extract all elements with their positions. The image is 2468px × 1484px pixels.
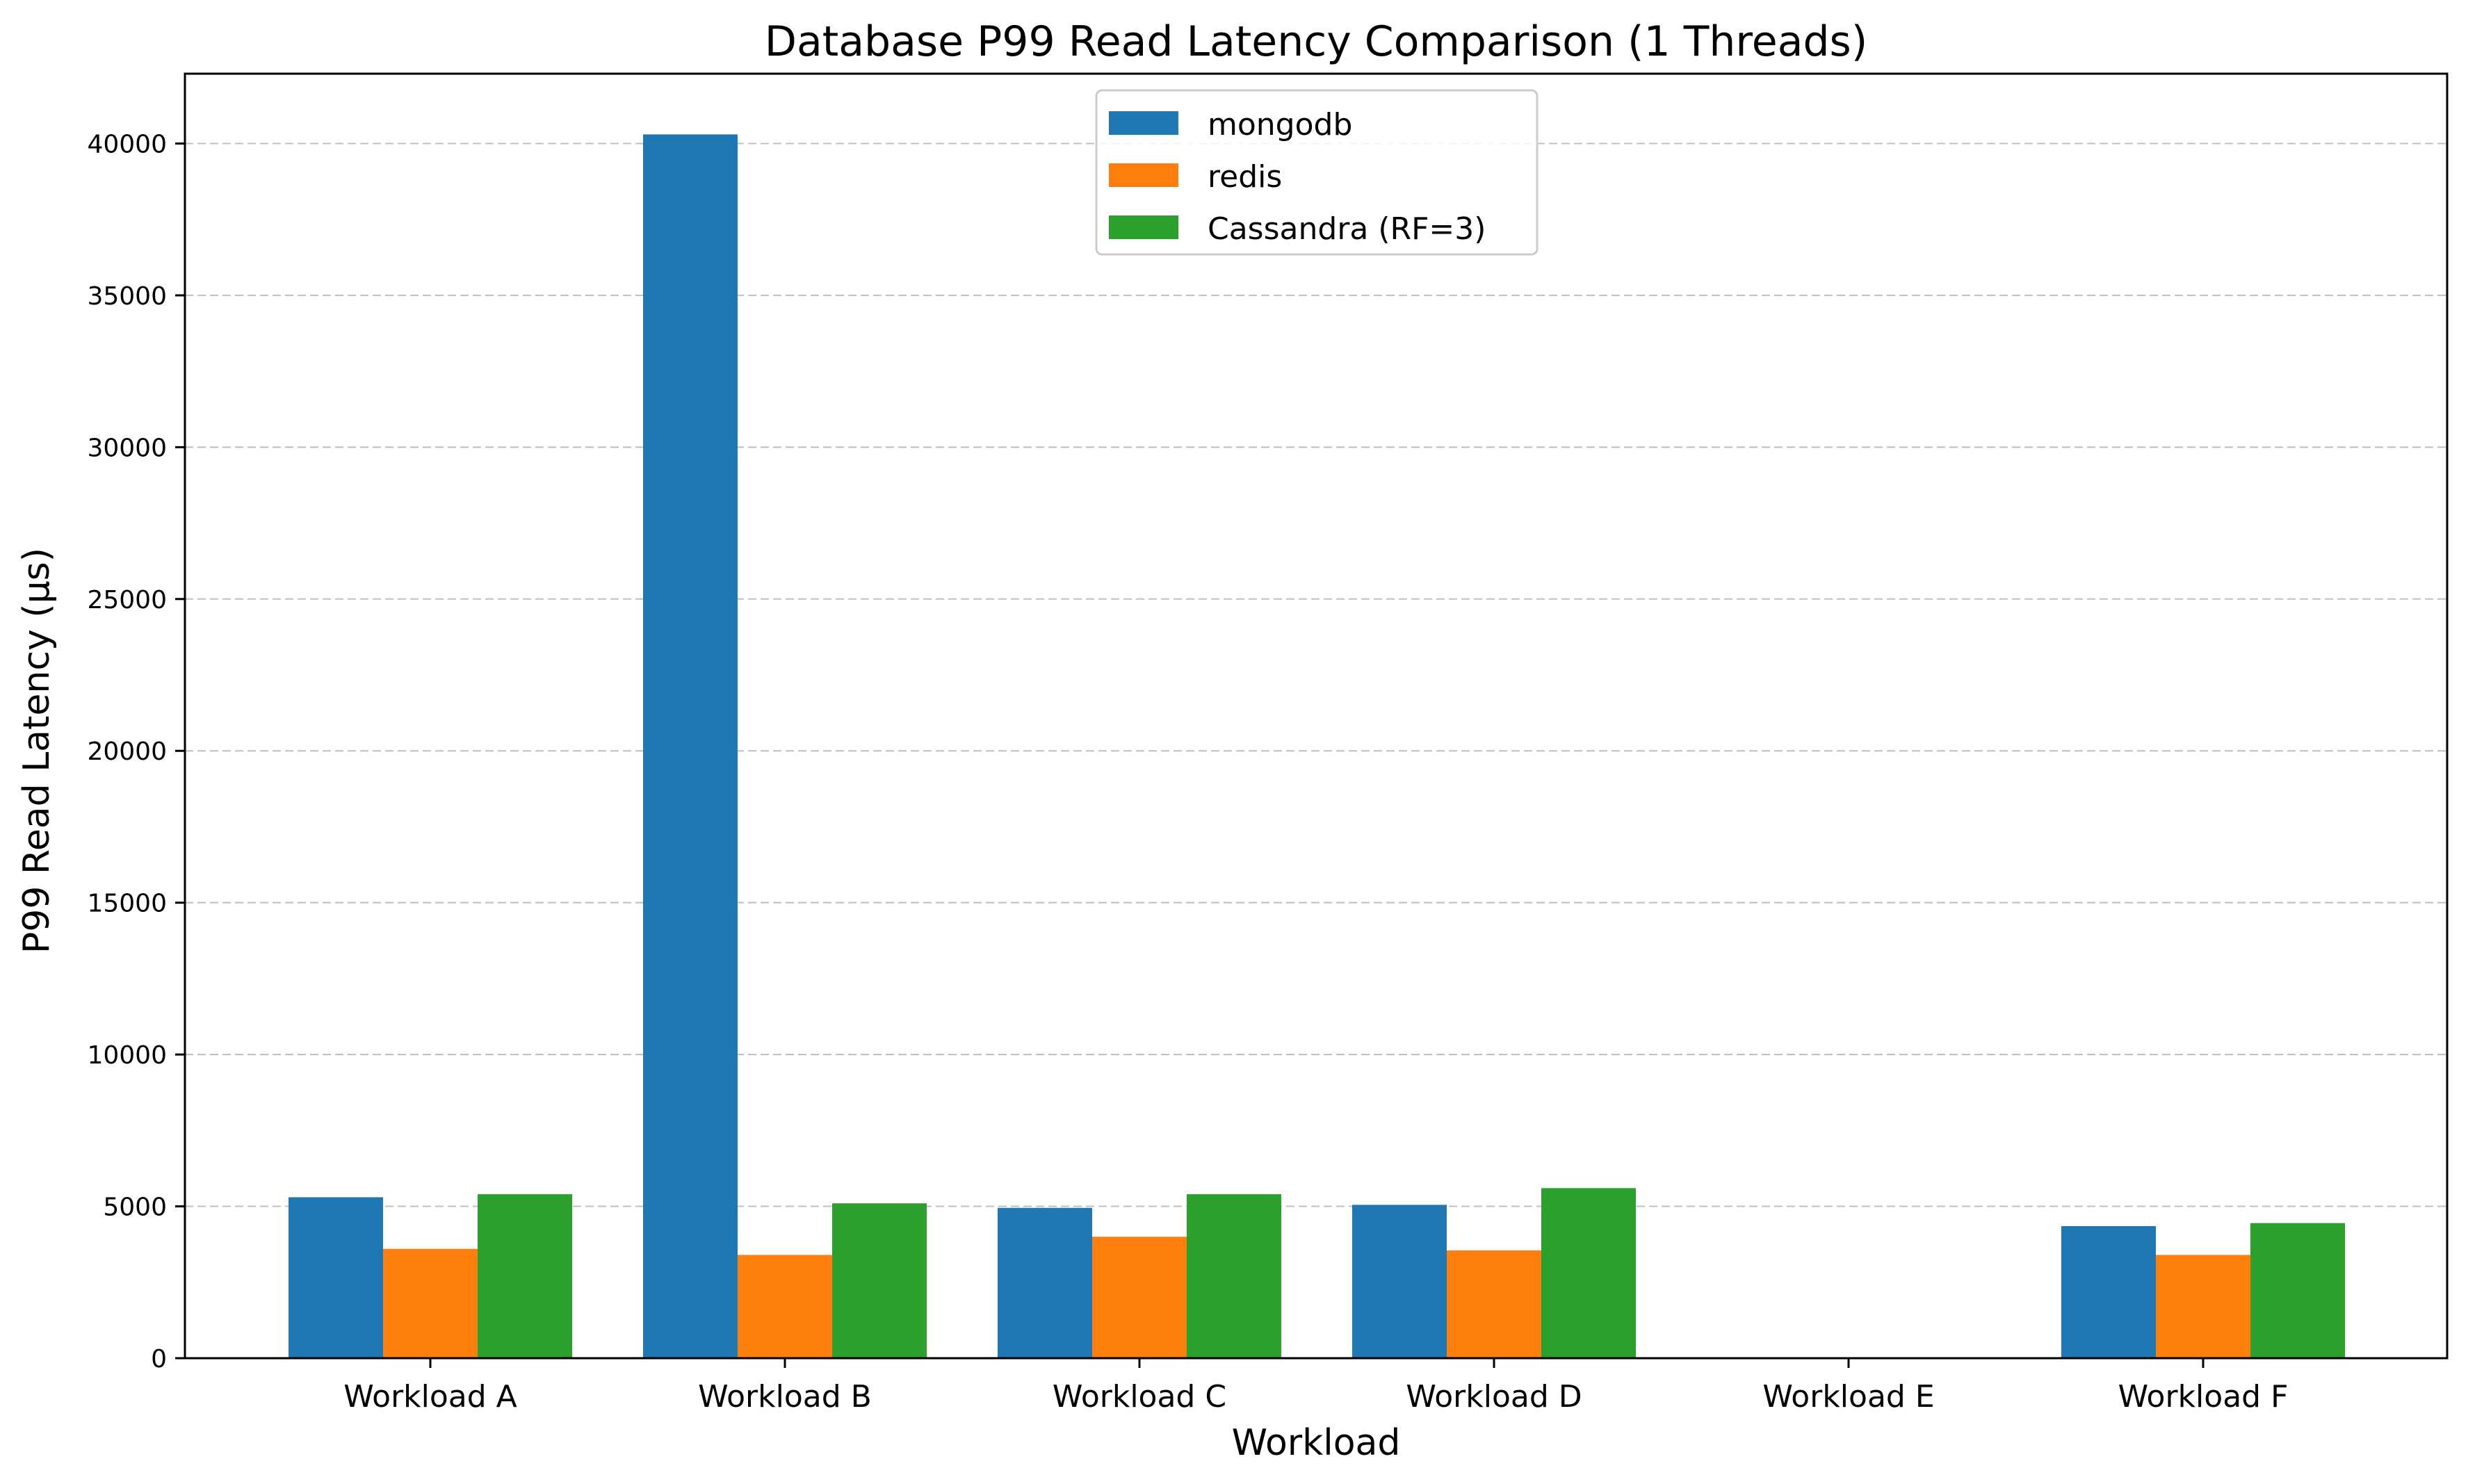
legend-label: Cassandra (RF=3) <box>1208 211 1486 247</box>
y-tick-label: 0 <box>151 1345 167 1373</box>
legend-swatch <box>1109 111 1178 135</box>
bars <box>289 134 2345 1359</box>
y-axis-ticks: 0 5000 10000 15000 20000 25000 30000 35000 40000 <box>87 130 185 1373</box>
legend: mongodb redis Cassandra (RF=3) <box>1095 89 1539 256</box>
grid-lines <box>185 142 2447 1359</box>
x-tick-label: Workload E <box>1762 1379 1934 1414</box>
bar-cassandra-rf-3-1 <box>478 1194 572 1358</box>
x-tick-label: Workload A <box>343 1379 517 1414</box>
x-axis-label: Workload <box>1232 1422 1401 1464</box>
legend-label: redis <box>1208 159 1282 195</box>
y-tick-label: 40000 <box>87 130 167 158</box>
y-tick-label: 25000 <box>87 586 167 614</box>
bar-mongodb-3 <box>998 1207 1092 1358</box>
chart-title: Database P99 Read Latency Comparison (1 … <box>765 17 1867 66</box>
plot-area-frame <box>184 72 2449 1360</box>
bar-mongodb-1 <box>289 1197 383 1358</box>
x-tick-label: Workload B <box>698 1379 872 1414</box>
y-tick-label: 15000 <box>87 890 167 918</box>
x-tick-label: Workload C <box>1053 1379 1226 1414</box>
x-tick-label: Workload D <box>1406 1379 1582 1414</box>
bar-cassandra-rf-3-2 <box>832 1203 927 1358</box>
bar-redis-3 <box>1092 1237 1187 1358</box>
bar-redis-2 <box>738 1255 832 1358</box>
legend-box <box>1095 89 1539 256</box>
legend-swatch <box>1109 163 1178 187</box>
y-tick-label: 10000 <box>87 1041 167 1070</box>
bar-redis-4 <box>1447 1250 1541 1358</box>
y-axis-label: P99 Read Latency (µs) <box>16 548 58 954</box>
x-axis-ticks: Workload A Workload B Workload C Workload D… <box>343 1358 2288 1414</box>
bar-redis-6 <box>2156 1255 2250 1358</box>
legend-label: mongodb <box>1208 107 1352 142</box>
y-tick-label: 5000 <box>103 1193 167 1222</box>
bar-mongodb-2 <box>643 134 738 1359</box>
y-tick-label: 35000 <box>87 282 167 311</box>
bar-cassandra-rf-3-6 <box>2250 1223 2345 1358</box>
y-tick-label: 20000 <box>87 737 167 766</box>
y-tick-label: 30000 <box>87 434 167 462</box>
bar-cassandra-rf-3-4 <box>1541 1188 1636 1358</box>
legend-swatch <box>1109 215 1178 239</box>
bar-mongodb-4 <box>1352 1205 1447 1358</box>
bar-mongodb-6 <box>2061 1225 2156 1358</box>
bar-redis-1 <box>383 1248 478 1358</box>
bar-cassandra-rf-3-3 <box>1187 1194 1281 1358</box>
x-tick-label: Workload F <box>2118 1379 2289 1414</box>
